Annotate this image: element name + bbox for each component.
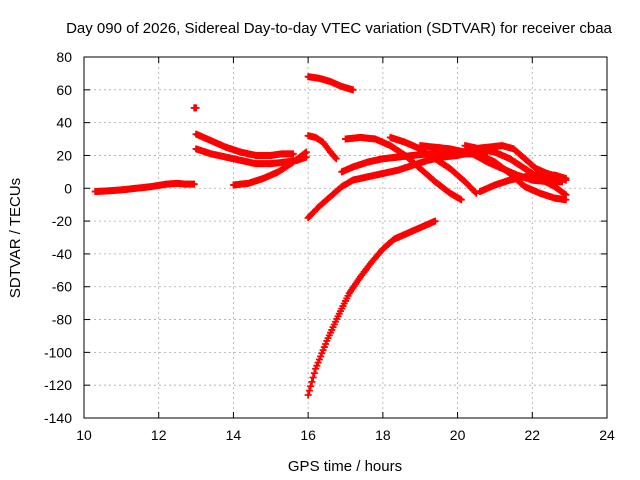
x-tick-label: 14 — [226, 427, 242, 443]
x-tick-label: 22 — [524, 427, 540, 443]
series-track-7 — [304, 132, 340, 163]
series-track-5 — [229, 148, 310, 189]
data-point — [561, 190, 569, 198]
data-point — [349, 86, 357, 94]
y-tick-label: 40 — [56, 115, 72, 131]
data-point — [301, 149, 309, 157]
grid-lines — [84, 57, 607, 418]
y-axis-label: SDTVAR / TECUs — [7, 178, 24, 298]
y-tick-label: -20 — [52, 213, 72, 229]
axis-ticks: 10 12 14 16 18 20 22 24 -140 -120 -100 -80 -60 -40 -20… — [44, 49, 615, 443]
data-point — [332, 155, 340, 163]
data-point — [472, 189, 480, 197]
data-point — [310, 369, 318, 377]
y-tick-label: 20 — [56, 147, 72, 163]
series-track-8 — [304, 217, 439, 399]
series-track-1 — [91, 179, 198, 196]
y-tick-label: -100 — [44, 344, 72, 360]
data-point — [192, 104, 200, 112]
data-point — [331, 153, 339, 161]
series-track-6 — [304, 73, 357, 94]
x-tick-label: 20 — [450, 427, 466, 443]
y-tick-label: -80 — [52, 312, 72, 328]
series-track-12 — [386, 133, 480, 197]
x-axis-label: GPS time / hours — [288, 458, 402, 475]
data-point — [457, 196, 465, 204]
data-point — [562, 176, 570, 184]
series-track-11 — [342, 133, 465, 204]
data-point — [309, 374, 317, 382]
data-points — [91, 73, 570, 399]
data-point — [289, 150, 297, 158]
series-track-14 — [461, 142, 570, 199]
plot-frame — [83, 56, 608, 419]
x-tick-label: 18 — [375, 427, 391, 443]
y-tick-label: 80 — [56, 49, 72, 65]
y-tick-label: 0 — [64, 180, 72, 196]
y-tick-label: -140 — [44, 410, 72, 426]
data-point — [431, 217, 439, 225]
x-tick-label: 16 — [300, 427, 316, 443]
data-point — [308, 378, 316, 386]
chart-title: Day 090 of 2026, Sidereal Day-to-day VTE… — [66, 20, 612, 37]
y-tick-label: -120 — [44, 377, 72, 393]
data-point — [307, 382, 315, 390]
data-point — [562, 191, 570, 199]
data-point — [305, 387, 313, 395]
series-track-3 — [192, 130, 297, 159]
y-tick-label: 60 — [56, 82, 72, 98]
data-point — [190, 180, 198, 188]
x-tick-label: 12 — [151, 427, 167, 443]
data-point — [304, 391, 312, 399]
x-tick-label: 24 — [599, 427, 615, 443]
data-point — [302, 148, 310, 156]
y-tick-label: -40 — [52, 246, 72, 262]
y-tick-label: -60 — [52, 279, 72, 295]
series-track-16 — [469, 142, 570, 184]
series-track-2 — [190, 104, 200, 112]
x-tick-label: 10 — [76, 427, 92, 443]
series-track-13 — [416, 142, 570, 204]
